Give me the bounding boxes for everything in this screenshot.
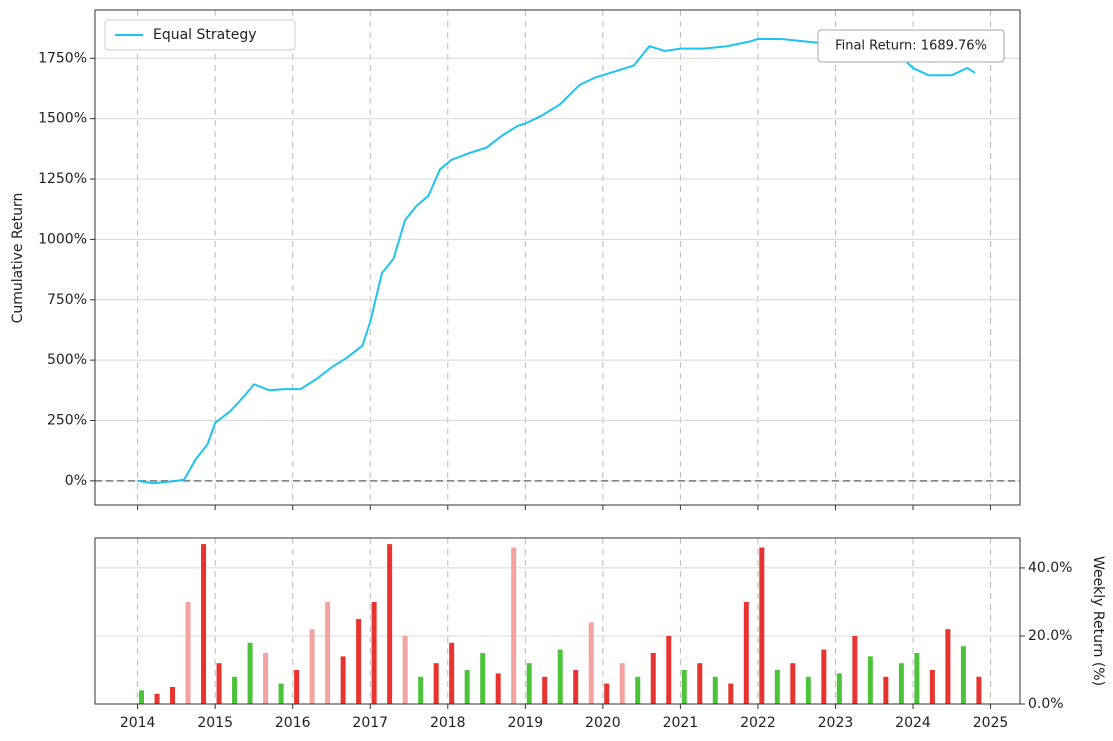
- bar: [650, 652, 656, 704]
- plot-frame: [94, 537, 1021, 705]
- bar: [557, 649, 563, 704]
- bar: [914, 652, 920, 704]
- plot-frame: [94, 9, 1021, 506]
- bar: [216, 663, 222, 704]
- bar: [619, 663, 625, 704]
- x-tick-label: 2014: [120, 715, 156, 731]
- y-tick-label: 1000%: [38, 231, 87, 247]
- bar: [309, 629, 315, 704]
- y-tick-label: 0%: [65, 473, 87, 489]
- bar: [898, 663, 904, 704]
- bar: [387, 544, 393, 704]
- bar: [464, 669, 470, 704]
- x-tick-label: 2018: [430, 715, 466, 731]
- y-tick-label: 1750%: [38, 50, 87, 66]
- x-tick-label: 2015: [197, 715, 233, 731]
- y-tick-label: 1250%: [38, 171, 87, 187]
- y-tick-label: 250%: [47, 412, 87, 428]
- bar: [666, 635, 672, 704]
- bar: [402, 635, 408, 704]
- bar: [154, 693, 160, 704]
- bar: [883, 676, 889, 704]
- bar: [681, 669, 687, 704]
- bar: [201, 544, 207, 704]
- y2-axis-label: Weekly Return (%): [1090, 556, 1106, 686]
- bar: [278, 683, 284, 704]
- bar: [929, 669, 935, 704]
- bar: [774, 669, 780, 704]
- y2-tick-label: 40.0%: [1028, 560, 1072, 576]
- bar: [821, 649, 827, 704]
- bar: [511, 547, 517, 704]
- annotation: Final Return: 1689.76%: [835, 39, 987, 54]
- bar: [542, 676, 548, 704]
- bar: [867, 656, 873, 704]
- y-tick-label: 500%: [47, 352, 87, 368]
- bar: [340, 656, 346, 704]
- x-tick-label: 2024: [895, 715, 931, 731]
- bar: [325, 601, 331, 704]
- annotation-box: [817, 29, 1005, 63]
- bar: [247, 642, 253, 704]
- x-tick-label: 2017: [352, 715, 388, 731]
- bar: [712, 676, 718, 704]
- x-tick-label: 2022: [740, 715, 776, 731]
- x-tick-label: 2025: [973, 715, 1009, 731]
- y-tick-label: 1500%: [38, 111, 87, 127]
- x-tick-label: 2020: [585, 715, 621, 731]
- x-tick-label: 2019: [508, 715, 544, 731]
- bar: [588, 622, 594, 704]
- line: [137, 38, 976, 485]
- bar: [573, 669, 579, 704]
- bar: [635, 676, 641, 704]
- y2-tick-label: 0.0%: [1028, 696, 1064, 712]
- bar: [294, 669, 300, 704]
- y-tick-label: 750%: [47, 292, 87, 308]
- y2-tick-label: 20.0%: [1028, 628, 1072, 644]
- bar: [976, 676, 982, 704]
- x-tick-label: 2016: [275, 715, 311, 731]
- y-axis-label: Cumulative Return: [10, 193, 26, 324]
- bar: [852, 635, 858, 704]
- bar: [495, 673, 501, 704]
- bar: [697, 663, 703, 704]
- bar: [418, 676, 424, 704]
- bar: [139, 690, 145, 704]
- bar: [371, 601, 377, 704]
- bar: [263, 652, 269, 704]
- bar: [604, 683, 610, 704]
- bar: [449, 642, 455, 704]
- bar: [185, 601, 191, 704]
- bar: [805, 676, 811, 704]
- bar: [526, 663, 532, 704]
- bar: [743, 601, 749, 704]
- bar: [480, 652, 486, 704]
- x-tick-label: 2021: [663, 715, 699, 731]
- bar: [232, 676, 238, 704]
- legend-label: Equal Strategy: [153, 27, 257, 43]
- bar: [433, 663, 439, 704]
- bar: [790, 663, 796, 704]
- bar: [356, 618, 362, 704]
- legend: Equal Strategy: [104, 19, 296, 51]
- bar: [759, 547, 765, 704]
- bar: [960, 646, 966, 704]
- bar: [945, 629, 951, 704]
- x-tick-label: 2023: [818, 715, 854, 731]
- bar: [728, 683, 734, 704]
- bar: [170, 686, 176, 704]
- bar: [836, 673, 842, 704]
- legend-box: [104, 19, 296, 51]
